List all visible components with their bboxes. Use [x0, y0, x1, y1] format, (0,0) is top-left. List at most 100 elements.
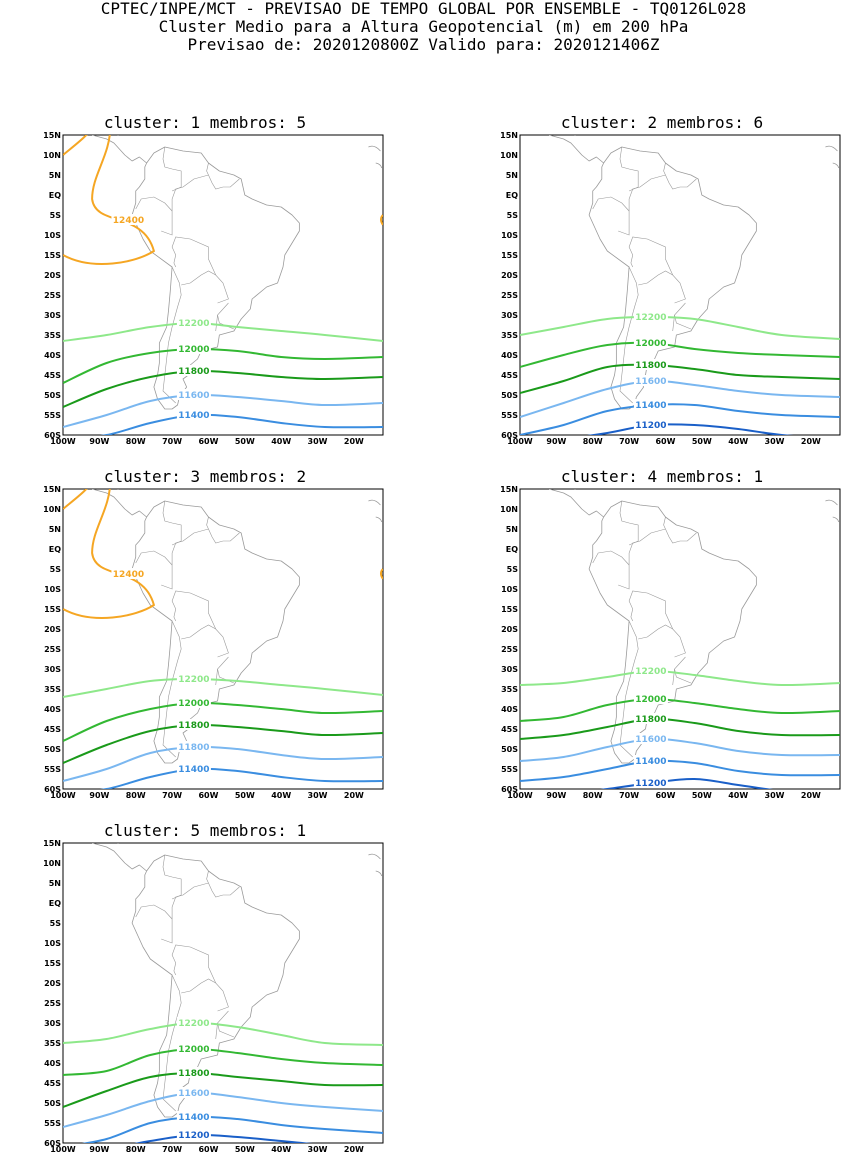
lat-tick-label: 60S — [501, 785, 518, 794]
plot-frame — [62, 488, 384, 790]
contour-label: 12000 — [178, 699, 209, 709]
lon-tick-label: 100W — [50, 791, 76, 800]
lon-tick-label: 100W — [507, 791, 533, 800]
lon-tick-label: 80W — [126, 1145, 146, 1154]
lat-tick-label: 25S — [44, 999, 61, 1008]
country-border — [592, 550, 630, 566]
lat-tick-label: 55S — [501, 411, 518, 420]
contour-11400 — [82, 1115, 383, 1143]
lon-tick-label: 80W — [126, 791, 146, 800]
lat-tick-label: 15N — [500, 131, 518, 140]
contour-label-bg — [633, 419, 668, 430]
lat-tick-label: 35S — [501, 331, 518, 340]
lat-tick-label: 50S — [44, 1099, 61, 1108]
coastline-south-america — [131, 500, 300, 764]
country-border — [171, 590, 217, 630]
contour-label-bg — [176, 343, 211, 354]
lon-tick-label: 60W — [198, 791, 218, 800]
lat-tick-label: 40S — [44, 351, 61, 360]
contour-label: 11800 — [178, 743, 209, 753]
lat-tick-label: 10S — [44, 939, 61, 948]
contour-label-bg — [176, 673, 211, 684]
lat-tick-label: 15N — [43, 131, 61, 140]
lat-tick-label: 5N — [49, 525, 61, 534]
coastline-central-america — [548, 489, 604, 518]
contour-11400 — [520, 403, 840, 435]
contour-12200 — [63, 677, 383, 698]
lat-tick-label: 20S — [44, 625, 61, 634]
coastline-africa — [368, 145, 383, 169]
country-border — [619, 500, 639, 546]
lat-tick-label: 15S — [44, 959, 61, 968]
country-border — [135, 550, 173, 566]
lat-tick-label: 15N — [43, 839, 61, 848]
contour-12200 — [520, 669, 840, 687]
coastline-central-america — [91, 135, 147, 164]
lat-tick-label: EQ — [506, 191, 518, 200]
contour-label: 12200 — [635, 667, 666, 677]
contour-label: 11800 — [635, 361, 666, 371]
contour-label: 11400 — [178, 765, 209, 775]
lon-tick-label: 30W — [308, 1145, 328, 1154]
country-border — [663, 516, 697, 544]
contour-label-bg — [176, 317, 211, 328]
lon-tick-label: 20W — [801, 791, 821, 800]
lon-tick-label: 30W — [308, 791, 328, 800]
contour-label-bg — [176, 741, 211, 752]
contour-label: 12200 — [635, 313, 666, 323]
contour-label: 11400 — [178, 1113, 209, 1123]
lat-tick-label: 25S — [44, 645, 61, 654]
lat-tick-label: 40S — [501, 705, 518, 714]
lat-tick-label: 60S — [44, 431, 61, 440]
lon-tick-label: 30W — [765, 437, 785, 446]
lat-tick-label: 5S — [50, 565, 62, 574]
lat-tick-label: 10N — [43, 859, 61, 868]
coastline-africa — [825, 499, 840, 523]
contour-label: 11400 — [178, 411, 209, 421]
coastline-south-america — [588, 146, 757, 410]
country-border — [162, 266, 182, 404]
lat-tick-label: 40S — [44, 1059, 61, 1068]
country-border — [161, 882, 209, 944]
lat-tick-label: 35S — [44, 1039, 61, 1048]
lon-tick-label: 60W — [198, 1145, 218, 1154]
lon-tick-label: 50W — [692, 791, 712, 800]
contour-label-bg — [176, 409, 211, 420]
lat-tick-label: 15S — [44, 251, 61, 260]
plot-frame — [62, 134, 384, 436]
contour-11800 — [63, 1071, 383, 1108]
lat-tick-label: 30S — [501, 665, 518, 674]
contour-label: 11200 — [635, 421, 666, 431]
lon-tick-label: 40W — [728, 791, 748, 800]
country-border — [161, 528, 209, 590]
country-border — [162, 500, 182, 546]
country-border — [638, 624, 686, 658]
coastline-south-america — [131, 146, 300, 410]
lat-tick-label: 10S — [501, 585, 518, 594]
contour-label: 11200 — [635, 779, 666, 789]
lat-tick-label: 5S — [507, 211, 519, 220]
contour-label-12400: 12400 — [113, 216, 144, 226]
country-border — [619, 266, 639, 404]
contour-12400 — [63, 135, 156, 265]
contour-11800 — [63, 723, 383, 764]
lat-tick-label: 60S — [44, 785, 61, 794]
contour-12400 — [63, 489, 156, 619]
lon-tick-label: 100W — [50, 1145, 76, 1154]
country-border — [181, 270, 229, 304]
contour-label-bg — [176, 1111, 211, 1122]
country-border — [206, 870, 240, 898]
lon-tick-label: 40W — [271, 791, 291, 800]
coastline-south-america — [131, 854, 300, 1118]
lat-tick-label: 5N — [506, 525, 518, 534]
contour-label-12400: 12400 — [113, 570, 144, 580]
coastline-africa — [368, 853, 383, 877]
lat-tick-label: 60S — [501, 431, 518, 440]
lat-tick-label: 20S — [501, 625, 518, 634]
header-line-3: Previsao de: 2020120800Z Valido para: 20… — [187, 35, 660, 54]
lon-tick-label: 100W — [50, 437, 76, 446]
lat-tick-label: 20S — [44, 271, 61, 280]
country-border — [171, 944, 217, 984]
map-layer: 12200 12000 11800 11600 11400 11200 — [520, 135, 840, 435]
lat-tick-label: 50S — [501, 391, 518, 400]
